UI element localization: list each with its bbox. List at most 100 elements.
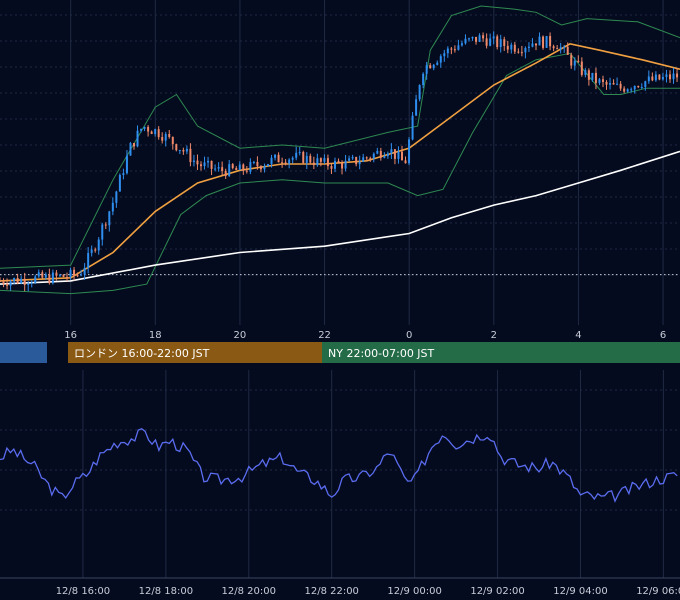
candle-body: [499, 39, 502, 48]
candle-body: [623, 88, 626, 92]
candle-body: [404, 160, 407, 164]
candle-body: [316, 158, 319, 166]
candle-body: [429, 65, 432, 69]
candle-body: [439, 56, 442, 63]
candle-body: [90, 249, 93, 253]
candle-body: [312, 162, 315, 166]
candle-body: [140, 128, 143, 131]
candle-body: [83, 267, 86, 275]
oscillator-x-tick-label: 12/9 02:00: [470, 586, 524, 597]
candle-body: [654, 74, 657, 81]
candle-body: [393, 149, 396, 159]
oscillator-x-tick-label: 12/9 00:00: [387, 586, 441, 597]
candle-body: [189, 148, 192, 163]
session-band: [0, 342, 47, 363]
candle-body: [337, 160, 340, 163]
candle-body: [330, 166, 333, 169]
session-band: [322, 342, 680, 363]
candle-body: [263, 166, 266, 170]
oscillator-x-tick-label: 12/8 16:00: [56, 586, 110, 597]
candle-body: [164, 134, 167, 141]
candle-body: [80, 274, 83, 276]
candle-body: [16, 278, 19, 284]
candle-body: [538, 36, 541, 46]
candle-body: [143, 126, 146, 129]
candle-body: [111, 202, 114, 212]
candle-body: [87, 252, 90, 268]
candle-body: [383, 156, 386, 158]
candle-body: [355, 157, 358, 165]
price-x-tick-label: 6: [660, 330, 666, 341]
price-panel-series: [0, 5, 680, 295]
candle-body: [115, 191, 118, 203]
candle-body: [333, 160, 336, 169]
candle-body: [274, 154, 277, 158]
candle-body: [104, 224, 107, 226]
candle-body: [432, 64, 435, 69]
candle-body: [534, 43, 537, 46]
candle-body: [55, 272, 58, 276]
candle-body: [175, 144, 178, 151]
candle-body: [513, 44, 516, 52]
candle-body: [408, 139, 411, 164]
oscillator-line: [0, 427, 678, 503]
candle-body: [203, 162, 206, 167]
candle-body: [154, 129, 157, 135]
price-x-tick-label: 0: [406, 330, 412, 341]
candle-body: [506, 45, 509, 50]
candle-body: [556, 48, 559, 50]
candle-body: [196, 160, 199, 165]
candle-body: [23, 278, 26, 286]
candle-body: [475, 36, 478, 42]
candle-body: [661, 76, 664, 80]
candle-body: [76, 275, 79, 277]
candle-body: [362, 157, 365, 162]
candle-body: [34, 276, 37, 283]
candle-body: [341, 162, 344, 169]
candle-body: [482, 35, 485, 39]
candle-body: [647, 76, 650, 82]
candle-body: [609, 82, 612, 85]
candle-body: [348, 158, 351, 161]
candle-body: [157, 129, 160, 138]
candle-body: [379, 150, 382, 158]
candle-body: [245, 170, 248, 172]
candle-body: [323, 158, 326, 162]
candle-body: [161, 137, 164, 141]
price-x-tick-label: 2: [491, 330, 497, 341]
candle-body: [517, 51, 520, 53]
candle-body: [168, 134, 171, 137]
candle-body: [446, 48, 449, 54]
candle-body: [580, 61, 583, 75]
candle-body: [386, 153, 389, 157]
candle-body: [51, 272, 54, 284]
candle-body: [136, 130, 139, 147]
candle-body: [566, 46, 569, 55]
price-x-tick-label: 4: [575, 330, 581, 341]
candle-body: [531, 43, 534, 47]
candle-body: [485, 38, 488, 46]
candle-body: [192, 160, 195, 163]
candle-body: [492, 36, 495, 39]
candle-body: [457, 45, 460, 50]
price-x-tick-label: 18: [149, 330, 162, 341]
candle-body: [65, 276, 68, 278]
candle-body: [443, 53, 446, 57]
candle-body: [291, 157, 294, 160]
candle-body: [601, 79, 604, 82]
candle-body: [122, 173, 125, 175]
candle-body: [252, 161, 255, 163]
candle-body: [277, 154, 280, 163]
candle-body: [658, 74, 661, 80]
candle-body: [101, 224, 104, 240]
candle-body: [62, 274, 65, 277]
candle-body: [651, 76, 654, 81]
candle-body: [644, 81, 647, 88]
candle-body: [552, 46, 555, 49]
candle-body: [510, 44, 513, 50]
candle-body: [41, 272, 44, 278]
candle-body: [228, 164, 231, 176]
candle-body: [411, 115, 414, 140]
oscillator-x-tick-label: 12/9 06:00: [636, 586, 680, 597]
